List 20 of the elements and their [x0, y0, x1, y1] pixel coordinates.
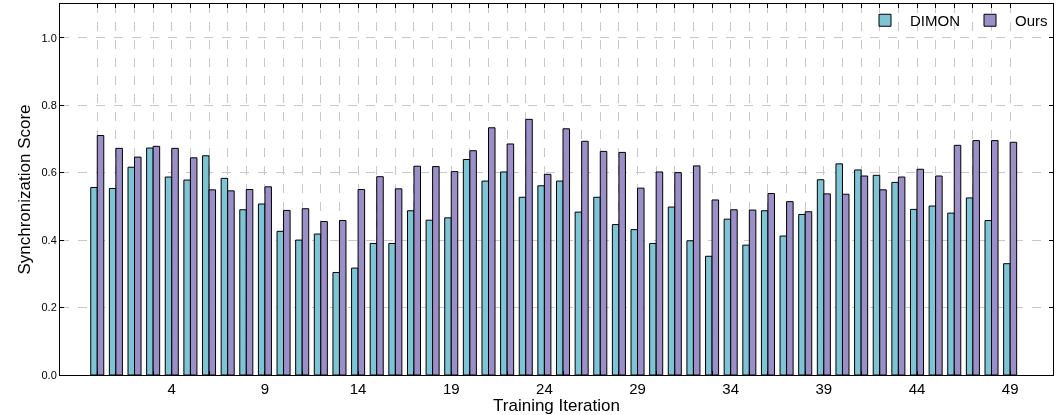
y-axis-title: Synchronization Score [15, 104, 35, 275]
y-tick-label: 0.8 [41, 99, 57, 112]
legend-label: DIMON [910, 12, 960, 30]
x-tick-label: 19 [442, 380, 460, 397]
y-tick-label: 1.0 [41, 31, 57, 44]
x-tick-label: 44 [908, 380, 926, 397]
x-tick-label: 4 [167, 380, 176, 397]
legend-label: Ours [1015, 12, 1048, 30]
x-tick-label: 49 [1001, 380, 1019, 397]
x-tick-label: 9 [260, 380, 270, 397]
y-tick-label: 0.4 [41, 233, 57, 246]
x-tick-label: 14 [349, 380, 367, 397]
x-tick-label: 34 [722, 380, 740, 397]
y-tick-label: 0.2 [41, 301, 57, 314]
y-tick-label: 0.0 [41, 368, 57, 381]
x-tick-label: 29 [629, 380, 646, 397]
x-tick-label: 39 [815, 380, 833, 397]
y-tick-label: 0.6 [41, 166, 57, 179]
x-tick-label: 24 [536, 380, 553, 397]
x-axis-title: Training Iteration [493, 396, 620, 415]
